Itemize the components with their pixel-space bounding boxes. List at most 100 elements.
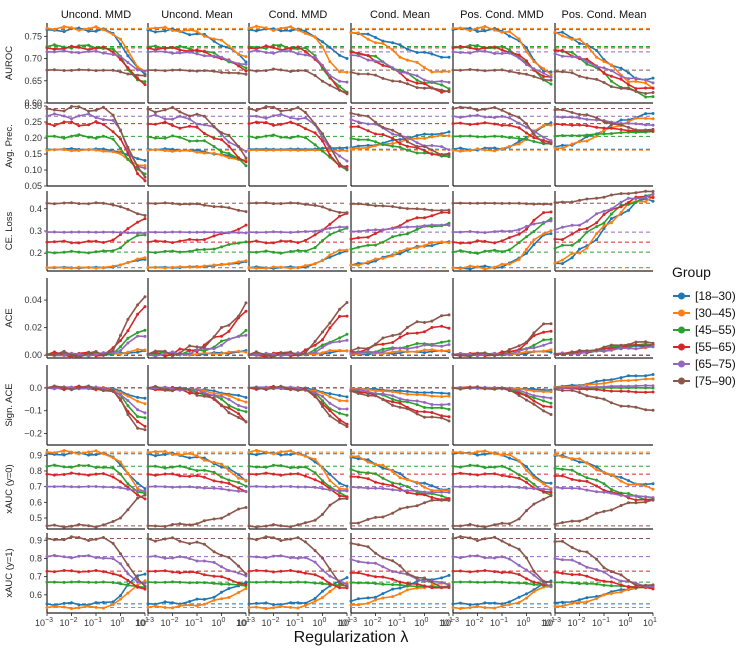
data-point	[202, 34, 206, 38]
data-point	[560, 353, 564, 356]
data-point	[87, 354, 91, 358]
data-point	[500, 464, 504, 468]
data-point	[398, 586, 402, 590]
data-point	[570, 558, 574, 562]
data-point	[202, 519, 206, 523]
data-point	[458, 450, 462, 454]
data-point	[254, 569, 258, 572]
data-point	[119, 58, 122, 61]
data-point	[119, 129, 122, 133]
data-point	[525, 477, 528, 481]
data-point	[143, 179, 147, 183]
data-point	[345, 489, 349, 493]
data-point	[374, 472, 377, 476]
data-point	[303, 110, 307, 114]
data-point	[542, 409, 546, 413]
data-point	[188, 50, 192, 54]
data-point	[415, 504, 419, 508]
x-tick-exponent: −2	[476, 617, 484, 624]
data-point	[585, 62, 589, 66]
data-point	[212, 560, 216, 564]
data-point	[634, 76, 638, 80]
data-point	[532, 238, 536, 242]
x-tick-label: 10−2	[60, 617, 78, 628]
data-point	[289, 29, 293, 33]
data-point	[405, 344, 409, 348]
data-point	[143, 69, 147, 73]
data-point	[321, 259, 324, 263]
data-point	[619, 128, 623, 131]
data-point	[468, 603, 472, 607]
data-point	[585, 76, 589, 80]
panel-bg	[555, 365, 653, 445]
data-point	[634, 501, 638, 505]
data-point	[483, 601, 487, 605]
data-point	[237, 62, 241, 66]
data-point	[398, 397, 402, 401]
data-point	[313, 597, 317, 600]
data-point	[328, 574, 332, 578]
data-point	[143, 584, 147, 588]
data-point	[289, 201, 293, 205]
data-point	[119, 333, 122, 337]
data-point	[391, 66, 395, 70]
data-point	[451, 450, 455, 454]
data-point	[507, 485, 511, 489]
data-point	[570, 351, 574, 355]
data-point	[143, 587, 147, 591]
data-point	[52, 485, 56, 489]
data-point	[77, 202, 81, 206]
data-point	[188, 391, 192, 395]
data-point	[468, 149, 472, 152]
data-point	[468, 536, 472, 540]
data-point	[94, 46, 98, 50]
data-point	[415, 207, 419, 211]
data-point	[264, 241, 268, 245]
data-point	[70, 569, 73, 573]
data-point	[602, 224, 606, 228]
data-point	[374, 598, 377, 602]
data-point	[415, 582, 419, 586]
data-point	[328, 83, 332, 87]
data-point	[525, 391, 528, 395]
data-point	[391, 488, 395, 492]
data-point	[202, 542, 206, 546]
data-point	[272, 148, 275, 152]
data-point	[171, 105, 174, 109]
data-point	[313, 143, 317, 147]
data-point	[560, 262, 564, 266]
data-point	[447, 130, 451, 134]
legend-swatch-dot-5	[678, 377, 685, 385]
data-point	[549, 481, 553, 485]
data-point	[171, 465, 174, 469]
data-point	[374, 243, 377, 247]
data-point	[476, 122, 479, 126]
data-point	[430, 241, 434, 244]
data-point	[313, 122, 317, 126]
data-point	[178, 555, 182, 559]
data-point	[244, 240, 248, 244]
data-point	[70, 485, 73, 489]
data-point	[87, 485, 91, 488]
data-point	[244, 490, 248, 493]
data-point	[313, 74, 317, 77]
data-point	[398, 482, 402, 486]
data-point	[578, 519, 581, 523]
data-point	[398, 43, 402, 47]
data-point	[349, 147, 353, 151]
data-point	[627, 384, 630, 388]
data-point	[517, 241, 521, 245]
data-point	[45, 569, 49, 573]
data-point	[195, 122, 199, 126]
data-point	[338, 307, 342, 311]
data-point	[70, 388, 73, 392]
data-point	[328, 503, 332, 507]
data-point	[289, 49, 293, 53]
data-point	[126, 317, 130, 321]
data-point	[178, 230, 182, 234]
legend-label-2: [45–55)	[695, 323, 736, 337]
data-point	[609, 401, 613, 405]
data-point	[279, 524, 283, 528]
data-point	[405, 135, 409, 139]
